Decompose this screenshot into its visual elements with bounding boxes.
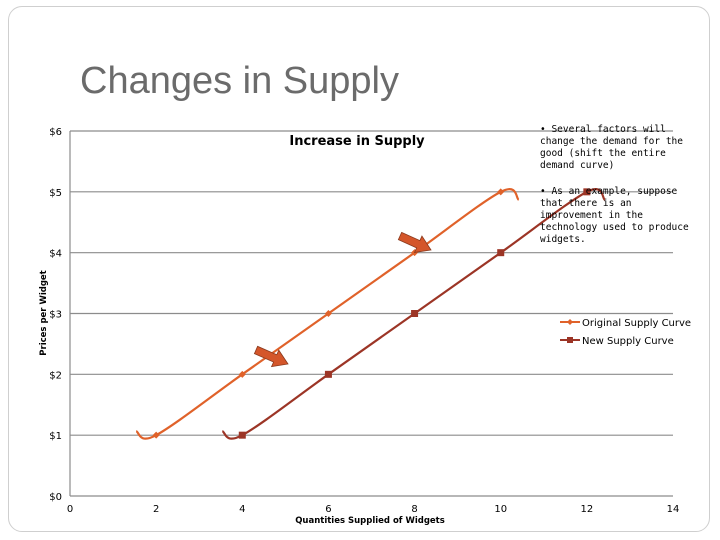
y-tick-label: $4 — [49, 249, 62, 260]
shift-arrow — [253, 345, 289, 368]
x-tick-label: 0 — [67, 504, 73, 515]
x-tick-label: 8 — [411, 504, 417, 515]
shift-arrows — [253, 231, 432, 368]
bullet-item: • As an example, suppose that there is a… — [540, 186, 689, 245]
chart-ticks: $0 $1 $2 $3 $4 $5 $6 0 2 4 6 8 10 12 14 — [49, 127, 679, 515]
y-tick-label: $2 — [49, 370, 62, 381]
x-tick-label: 2 — [153, 504, 159, 515]
chart-grid — [69, 130, 673, 497]
data-point — [411, 310, 419, 317]
y-tick-label: $1 — [49, 431, 62, 442]
data-point — [497, 249, 505, 257]
legend-label: Original Supply Curve — [582, 318, 691, 329]
x-tick-label: 4 — [239, 504, 245, 515]
shift-arrow — [397, 231, 432, 253]
slide-frame — [8, 6, 710, 532]
bullet-list: • Several factors will change the demand… — [540, 124, 690, 260]
shift-arrow-shape — [397, 231, 432, 253]
data-point — [324, 310, 332, 317]
data-point — [324, 370, 332, 378]
chart-legend: Original Supply Curve New Supply Curve — [560, 318, 691, 347]
legend-label: New Supply Curve — [582, 336, 674, 347]
bullet-item: • Several factors will change the demand… — [540, 124, 683, 171]
chart-curves — [135, 188, 606, 440]
data-point — [152, 431, 160, 439]
legend-marker — [567, 319, 573, 325]
x-tick-label: 10 — [494, 504, 507, 515]
data-point — [583, 188, 591, 196]
shift-arrow-shape — [253, 345, 289, 368]
data-point — [497, 188, 505, 196]
slide-title: Changes in Supply — [80, 60, 399, 102]
x-tick-label: 14 — [667, 504, 680, 515]
y-tick-label: $5 — [49, 188, 62, 199]
y-tick-label: $6 — [49, 127, 62, 138]
x-tick-label: 12 — [580, 504, 593, 515]
x-axis-title: Quantities Supplied of Widgets — [295, 516, 445, 526]
x-tick-label: 6 — [325, 504, 331, 515]
data-point — [238, 370, 246, 378]
legend-marker — [567, 337, 573, 343]
data-point — [238, 431, 246, 439]
chart-title: Increase in Supply — [289, 134, 425, 149]
y-axis-title: Prices per Widget — [39, 270, 49, 355]
y-tick-label: $3 — [49, 310, 62, 321]
y-tick-label: $0 — [49, 492, 62, 503]
